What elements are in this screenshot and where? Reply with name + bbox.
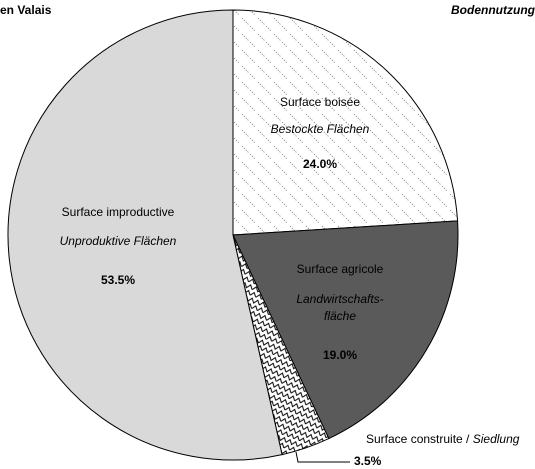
slice-label: Surface construite / Siedlung xyxy=(366,432,520,446)
labels: Surface boisée Bestockte Flächen 24.0% Surf… xyxy=(60,95,520,468)
slice-label-de: Bestockte Flächen xyxy=(271,122,370,136)
slice-label: Surface improductive xyxy=(62,205,175,219)
slice-label-fr: Surface construite xyxy=(366,432,463,446)
slice-label-de: Siedlung xyxy=(473,432,520,446)
leader-line xyxy=(295,451,350,463)
value-label: 53.5% xyxy=(101,273,135,287)
value-label: 24.0% xyxy=(303,157,337,171)
pie-slice xyxy=(232,220,459,440)
value-label: 19.0% xyxy=(323,348,357,362)
slice-label-de: fläche xyxy=(324,309,356,323)
slice-label: Surface agricole xyxy=(297,262,384,276)
pie-slice xyxy=(7,9,283,461)
slice-label-de: Landwirtschafts- xyxy=(296,292,383,306)
pie xyxy=(7,9,459,461)
slice-label-de: Unproduktive Flächen xyxy=(60,234,177,248)
chart-subtitle: Bodennutzung xyxy=(451,3,535,17)
slice-label: Surface boisée xyxy=(280,95,360,109)
chart-title: en Valais xyxy=(0,3,52,17)
pie-slice xyxy=(232,9,459,236)
value-label: 3.5% xyxy=(354,454,382,468)
separator: / xyxy=(463,432,473,446)
